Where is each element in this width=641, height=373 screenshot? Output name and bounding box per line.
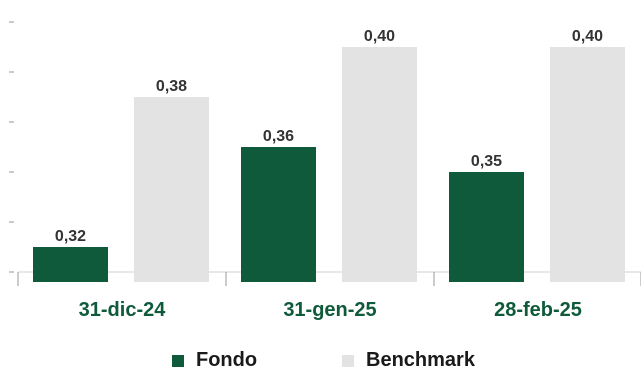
bar-benchmark-2 (550, 47, 625, 282)
value-label-benchmark-0: 0,38 (156, 78, 187, 95)
y-axis-ticks (9, 21, 14, 273)
value-labels: 0,32 0,36 0,35 0,38 0,40 0,40 (55, 28, 603, 245)
legend-item-fondo: Fondo (172, 349, 257, 372)
x-axis (17, 271, 641, 286)
value-label-benchmark-1: 0,40 (364, 28, 395, 45)
category-labels: 31-dic-24 31-gen-25 28-feb-25 (79, 299, 582, 321)
legend-label-fondo: Fondo (196, 349, 258, 371)
bar-fondo-0 (33, 247, 108, 282)
value-label-fondo-0: 0,32 (55, 228, 86, 245)
legend-label-benchmark: Benchmark (366, 349, 475, 371)
bar-fondo-1 (241, 147, 316, 282)
value-label-benchmark-2: 0,40 (572, 28, 603, 45)
category-label-1: 31-gen-25 (283, 299, 376, 321)
bars (33, 47, 625, 282)
legend-item-benchmark: Benchmark (342, 349, 475, 372)
category-label-0: 31-dic-24 (79, 299, 167, 321)
bar-benchmark-0 (134, 97, 209, 282)
value-label-fondo-1: 0,36 (263, 128, 294, 145)
category-label-2: 28-feb-25 (494, 299, 582, 321)
bar-fondo-2 (449, 172, 524, 282)
bar-chart: 0,32 0,36 0,35 0,38 0,40 0,40 31-dic-24 31-gen… (9, 21, 641, 321)
legend-swatch-benchmark (342, 354, 354, 367)
value-label-fondo-2: 0,35 (471, 153, 502, 170)
legend: Fondo Benchmark (0, 349, 641, 373)
legend-swatch-fondo (172, 354, 184, 367)
bar-benchmark-1 (342, 47, 417, 282)
